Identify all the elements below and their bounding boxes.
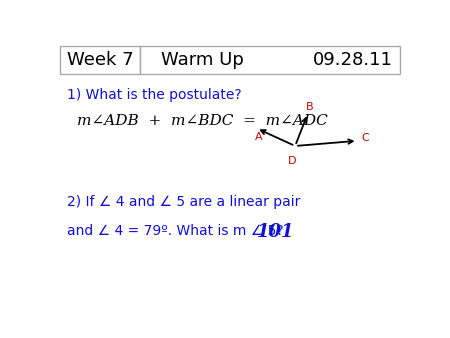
Text: D: D — [288, 156, 296, 166]
Text: 09.28.11: 09.28.11 — [313, 51, 393, 69]
Text: B: B — [306, 102, 314, 112]
Text: 2) If ∠ 4 and ∠ 5 are a linear pair: 2) If ∠ 4 and ∠ 5 are a linear pair — [67, 195, 300, 209]
Text: and ∠ 4 = 79º. What is m ∠ 5?: and ∠ 4 = 79º. What is m ∠ 5? — [67, 223, 284, 238]
FancyBboxPatch shape — [140, 46, 400, 74]
Text: 1) What is the postulate?: 1) What is the postulate? — [67, 88, 241, 102]
Text: Week 7: Week 7 — [67, 51, 133, 69]
Text: 101: 101 — [257, 223, 294, 241]
Text: A: A — [254, 132, 262, 142]
Text: C: C — [361, 133, 369, 143]
FancyBboxPatch shape — [60, 46, 140, 74]
Text: m∠ADB  +  m∠BDC  =  m∠ADC: m∠ADB + m∠BDC = m∠ADC — [77, 114, 328, 128]
Text: Warm Up: Warm Up — [161, 51, 244, 69]
